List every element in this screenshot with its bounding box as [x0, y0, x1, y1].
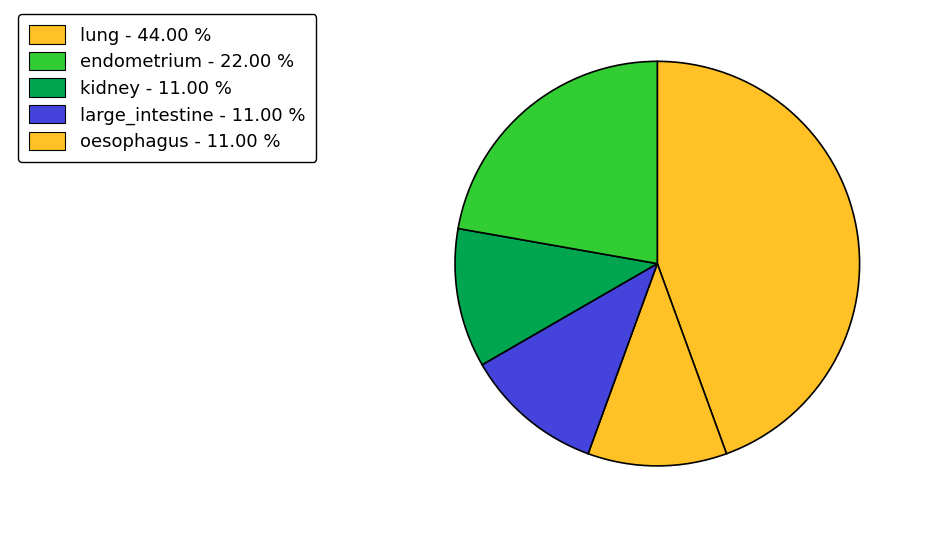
Wedge shape: [455, 229, 657, 365]
Wedge shape: [458, 61, 657, 264]
Wedge shape: [482, 264, 657, 454]
Legend: lung - 44.00 %, endometrium - 22.00 %, kidney - 11.00 %, large_intestine - 11.00: lung - 44.00 %, endometrium - 22.00 %, k…: [19, 15, 316, 162]
Wedge shape: [588, 264, 727, 466]
Wedge shape: [657, 61, 859, 454]
